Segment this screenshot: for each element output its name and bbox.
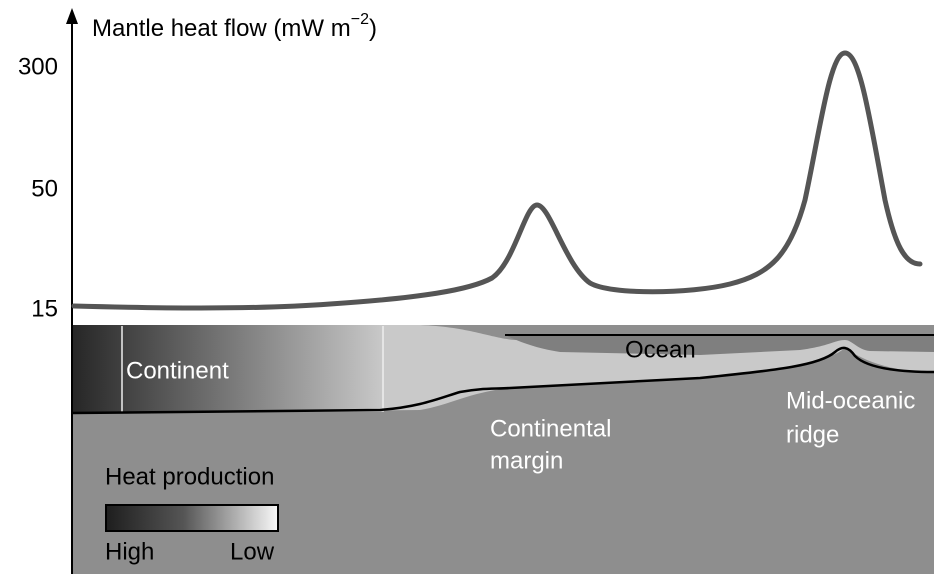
- legend-low: Low: [230, 538, 275, 565]
- y-tick-label: 15: [31, 295, 58, 322]
- y-tick-label: 50: [31, 175, 58, 202]
- ocean-label: Ocean: [625, 336, 696, 363]
- axis-label: Mantle heat flow (mW m−2): [92, 11, 377, 42]
- axis-label-exponent: −2: [351, 11, 369, 28]
- legend-bar: [106, 505, 278, 531]
- margin-label: margin: [490, 447, 563, 474]
- legend-title: Heat production: [105, 463, 274, 490]
- axis-arrow: [66, 8, 78, 24]
- heat-flow-curve: [74, 53, 920, 308]
- margin-label: Continental: [490, 415, 611, 442]
- ridge-label: ridge: [786, 421, 839, 448]
- axis-label-end: ): [369, 15, 377, 42]
- page: Mantle heat flow (mW m−2) 300 50 15 Cont…: [0, 0, 934, 574]
- figure: Mantle heat flow (mW m−2) 300 50 15 Cont…: [0, 0, 934, 574]
- continent-label: Continent: [126, 357, 229, 384]
- y-tick-label: 300: [18, 53, 58, 80]
- ridge-label: Mid-oceanic: [786, 387, 915, 414]
- legend-high: High: [105, 538, 154, 565]
- axis-label-text: Mantle heat flow (mW m: [92, 15, 351, 42]
